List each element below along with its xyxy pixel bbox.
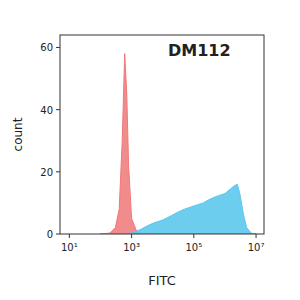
y-tick-label: 0 [47,229,53,240]
x-tick [256,234,257,238]
y-tick-label: 60 [40,42,53,53]
y-axis-label: count [11,117,25,151]
chart-svg: 0 20 40 60 10¹ 10³ 10⁵ 10⁷ FITC count DM112 [0,0,300,300]
x-tick-label: 10⁵ [185,242,202,253]
x-tick-label: 10¹ [61,242,78,253]
plot-area [100,54,256,234]
x-tick-label: 10³ [123,242,140,253]
x-tick [131,234,132,238]
x-tick [193,234,194,238]
x-axis-label: FITC [148,273,176,288]
chart-container: 0 20 40 60 10¹ 10³ 10⁵ 10⁷ FITC count DM112 [0,0,300,300]
y-tick [56,234,60,235]
y-tick [56,47,60,48]
x-tick-label: 10⁷ [248,242,265,253]
chart-title: DM112 [168,41,231,60]
x-tick [69,234,70,238]
histogram-area [100,184,256,234]
y-tick [56,171,60,172]
y-tick-label: 20 [40,167,53,178]
y-tick [56,109,60,110]
histogram-area [100,54,256,234]
y-tick-label: 40 [40,105,53,116]
plot-frame [60,35,264,234]
